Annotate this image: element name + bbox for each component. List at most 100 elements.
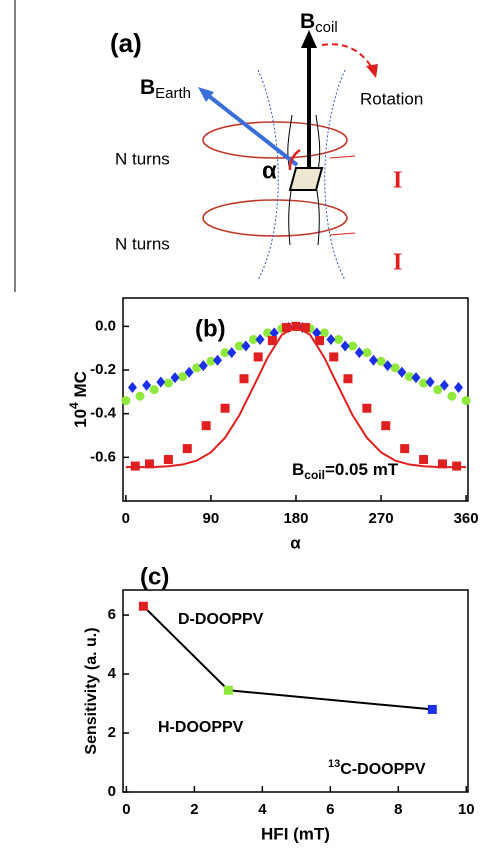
label-sup: 13 xyxy=(328,758,340,770)
point xyxy=(220,348,230,358)
y-tick-label: -0.6 xyxy=(90,448,116,465)
point-label: H-DOOPPV xyxy=(158,719,244,736)
point xyxy=(130,461,140,471)
point xyxy=(263,328,273,338)
label-sub: coil xyxy=(315,19,338,36)
point xyxy=(437,459,447,469)
label-text: H-DOOPPV xyxy=(158,719,244,736)
field-line xyxy=(324,69,346,281)
x-tick-label: 10 xyxy=(458,801,475,818)
point xyxy=(142,379,152,391)
label-sub: Earth xyxy=(155,85,191,102)
point xyxy=(411,372,421,384)
b-coil-label: Bcoil xyxy=(300,10,338,36)
point xyxy=(397,366,407,378)
point xyxy=(368,354,378,366)
point xyxy=(334,334,344,344)
label-text: D-DOOPPV xyxy=(178,611,264,628)
angle-arc xyxy=(288,148,301,171)
point xyxy=(170,372,180,384)
field-arrow xyxy=(315,114,321,171)
point xyxy=(163,455,173,465)
label-sup: 4 xyxy=(67,402,81,409)
point xyxy=(239,374,249,384)
rotation-label: Rotation xyxy=(360,89,423,108)
label-rest: MC xyxy=(71,371,90,402)
point xyxy=(427,704,437,714)
schematic: (a) Bcoil BEarth Rotation N turns N turn… xyxy=(14,0,423,292)
point xyxy=(340,340,350,352)
label-main: B xyxy=(140,76,155,99)
point xyxy=(404,372,414,382)
point xyxy=(198,360,208,372)
label-text: C-DOOPPV xyxy=(340,761,426,778)
x-tick-label: 6 xyxy=(326,801,334,818)
y-tick-label: 4 xyxy=(108,665,117,682)
panel-label: (b) xyxy=(195,315,226,342)
earth-arrow xyxy=(203,91,299,167)
point xyxy=(269,327,279,339)
point xyxy=(439,379,449,391)
point xyxy=(452,461,462,471)
point xyxy=(163,378,173,388)
earth-arrowhead xyxy=(198,87,214,102)
point xyxy=(241,340,251,352)
current-label: I xyxy=(393,168,402,194)
rotation-arrow xyxy=(321,43,373,69)
coil-top xyxy=(202,121,348,159)
x-tick-label: 0 xyxy=(122,801,130,818)
point xyxy=(178,372,188,382)
field-line xyxy=(257,69,279,281)
coil-label: N turns xyxy=(115,149,170,168)
b-earth-label: BEarth xyxy=(140,76,191,102)
point xyxy=(447,391,457,401)
point xyxy=(362,348,372,358)
x-tick-label: 360 xyxy=(454,510,479,527)
fit-line xyxy=(125,325,467,469)
coil-bottom xyxy=(202,199,348,237)
y-tick-label: -0.2 xyxy=(90,361,116,378)
point xyxy=(354,347,364,359)
x-axis-label: HFI (mT) xyxy=(261,824,330,843)
point xyxy=(267,336,277,346)
point xyxy=(376,356,386,366)
label-main: B xyxy=(300,10,315,33)
point-label: 13C-DOOPPV xyxy=(328,758,426,778)
point xyxy=(291,321,301,331)
point xyxy=(253,352,263,362)
point xyxy=(127,381,137,393)
point xyxy=(213,354,223,366)
y-tick-label: 0.0 xyxy=(95,317,116,334)
point xyxy=(312,327,322,339)
point xyxy=(138,601,148,611)
label-base: 10 xyxy=(71,409,90,428)
point xyxy=(184,366,194,378)
current-arrow xyxy=(329,232,356,236)
y-axis-label: 104 MC xyxy=(67,371,90,428)
point xyxy=(454,381,464,393)
point xyxy=(227,347,237,359)
point xyxy=(234,341,244,351)
plot-frame xyxy=(122,589,469,793)
y-axis-label: Sensitivity (a. u.) xyxy=(83,627,100,754)
point xyxy=(343,374,353,384)
point xyxy=(315,336,325,346)
point xyxy=(223,685,233,695)
y-tick-label: 6 xyxy=(108,606,116,623)
point xyxy=(419,378,429,388)
point xyxy=(362,403,372,413)
label-main: B xyxy=(292,460,304,479)
x-tick-label: 2 xyxy=(190,801,198,818)
x-axis-label: α xyxy=(290,533,301,552)
point xyxy=(433,385,443,395)
point xyxy=(255,333,265,345)
y-tick-label: -0.4 xyxy=(90,405,117,422)
point xyxy=(319,328,329,338)
annotation: Bcoil=0.05 mT xyxy=(292,460,399,482)
point xyxy=(282,322,292,332)
point xyxy=(348,341,358,351)
point xyxy=(419,455,429,465)
point xyxy=(156,376,166,388)
point xyxy=(390,363,400,373)
coil-label: N turns xyxy=(115,234,170,253)
